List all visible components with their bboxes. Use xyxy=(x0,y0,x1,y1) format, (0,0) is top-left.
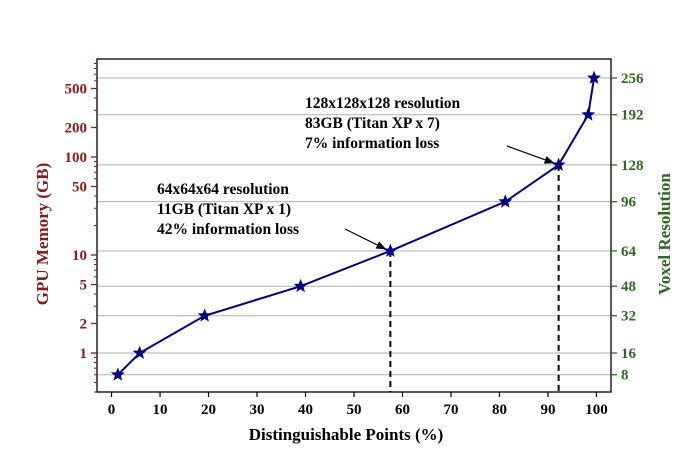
x-axis-ticks: 0 10 20 30 40 50 60 70 80 90 100 xyxy=(108,392,608,418)
data-point xyxy=(110,367,125,381)
x-tick-label: 80 xyxy=(492,402,507,418)
right-axis-ticks: 8 16 32 48 64 96 128 192 256 xyxy=(611,71,644,384)
annotation-text: 7% information loss xyxy=(305,135,439,152)
annotation-arrow xyxy=(344,228,387,250)
x-axis-label: Distinguishable Points (%) xyxy=(249,425,444,444)
x-tick-label: 50 xyxy=(347,402,362,418)
x-tick-label: 10 xyxy=(153,402,168,418)
annotations: 64x64x64 resolution 11GB (Titan XP x 1) 42… xyxy=(157,95,555,250)
annotation-text: 11GB (Titan XP x 1) xyxy=(157,201,291,218)
right-tick-label: 128 xyxy=(621,158,644,174)
left-tick-label: 200 xyxy=(65,120,88,136)
data-point xyxy=(132,345,147,359)
data-point xyxy=(197,308,212,322)
x-tick-label: 60 xyxy=(395,402,410,418)
x-tick-label: 30 xyxy=(250,402,265,418)
annotation-text: 42% information loss xyxy=(157,221,299,238)
grid-lines xyxy=(97,77,611,376)
x-tick-label: 20 xyxy=(201,402,216,418)
right-axis-label: Voxel Resolution xyxy=(655,173,674,295)
left-axis-label: GPU Memory (GB) xyxy=(33,163,52,306)
annotation-arrow xyxy=(506,145,555,164)
data-point xyxy=(498,194,513,208)
left-tick-label: 10 xyxy=(72,248,87,264)
x-tick-label: 100 xyxy=(585,402,608,418)
dashed-guides xyxy=(389,164,560,392)
annotation-text: 64x64x64 resolution xyxy=(157,181,289,198)
x-tick-label: 90 xyxy=(540,402,555,418)
right-tick-label: 192 xyxy=(621,108,644,124)
right-tick-label: 96 xyxy=(621,195,637,211)
left-tick-label: 2 xyxy=(80,317,88,333)
right-tick-label: 256 xyxy=(621,71,644,87)
x-tick-label: 0 xyxy=(108,402,116,418)
data-point xyxy=(587,70,601,84)
left-axis-ticks: 1 2 5 10 50 100 200 500 xyxy=(65,62,97,393)
data-series xyxy=(110,70,601,381)
data-point xyxy=(581,107,596,121)
right-tick-label: 16 xyxy=(621,346,637,362)
x-tick-label: 40 xyxy=(298,402,313,418)
data-point xyxy=(293,278,308,293)
right-tick-label: 8 xyxy=(621,368,629,384)
x-tick-label: 70 xyxy=(443,402,458,418)
left-tick-label: 1 xyxy=(80,346,88,362)
left-tick-label: 100 xyxy=(65,150,88,166)
annotation-text: 83GB (Titan XP x 7) xyxy=(305,115,440,132)
left-tick-label: 5 xyxy=(80,278,88,294)
left-tick-label: 500 xyxy=(65,82,88,98)
left-tick-label: 50 xyxy=(72,180,87,196)
right-tick-label: 64 xyxy=(621,244,637,260)
annotation-text: 128x128x128 resolution xyxy=(305,95,461,112)
right-tick-label: 32 xyxy=(621,309,636,325)
right-tick-label: 48 xyxy=(621,279,636,295)
